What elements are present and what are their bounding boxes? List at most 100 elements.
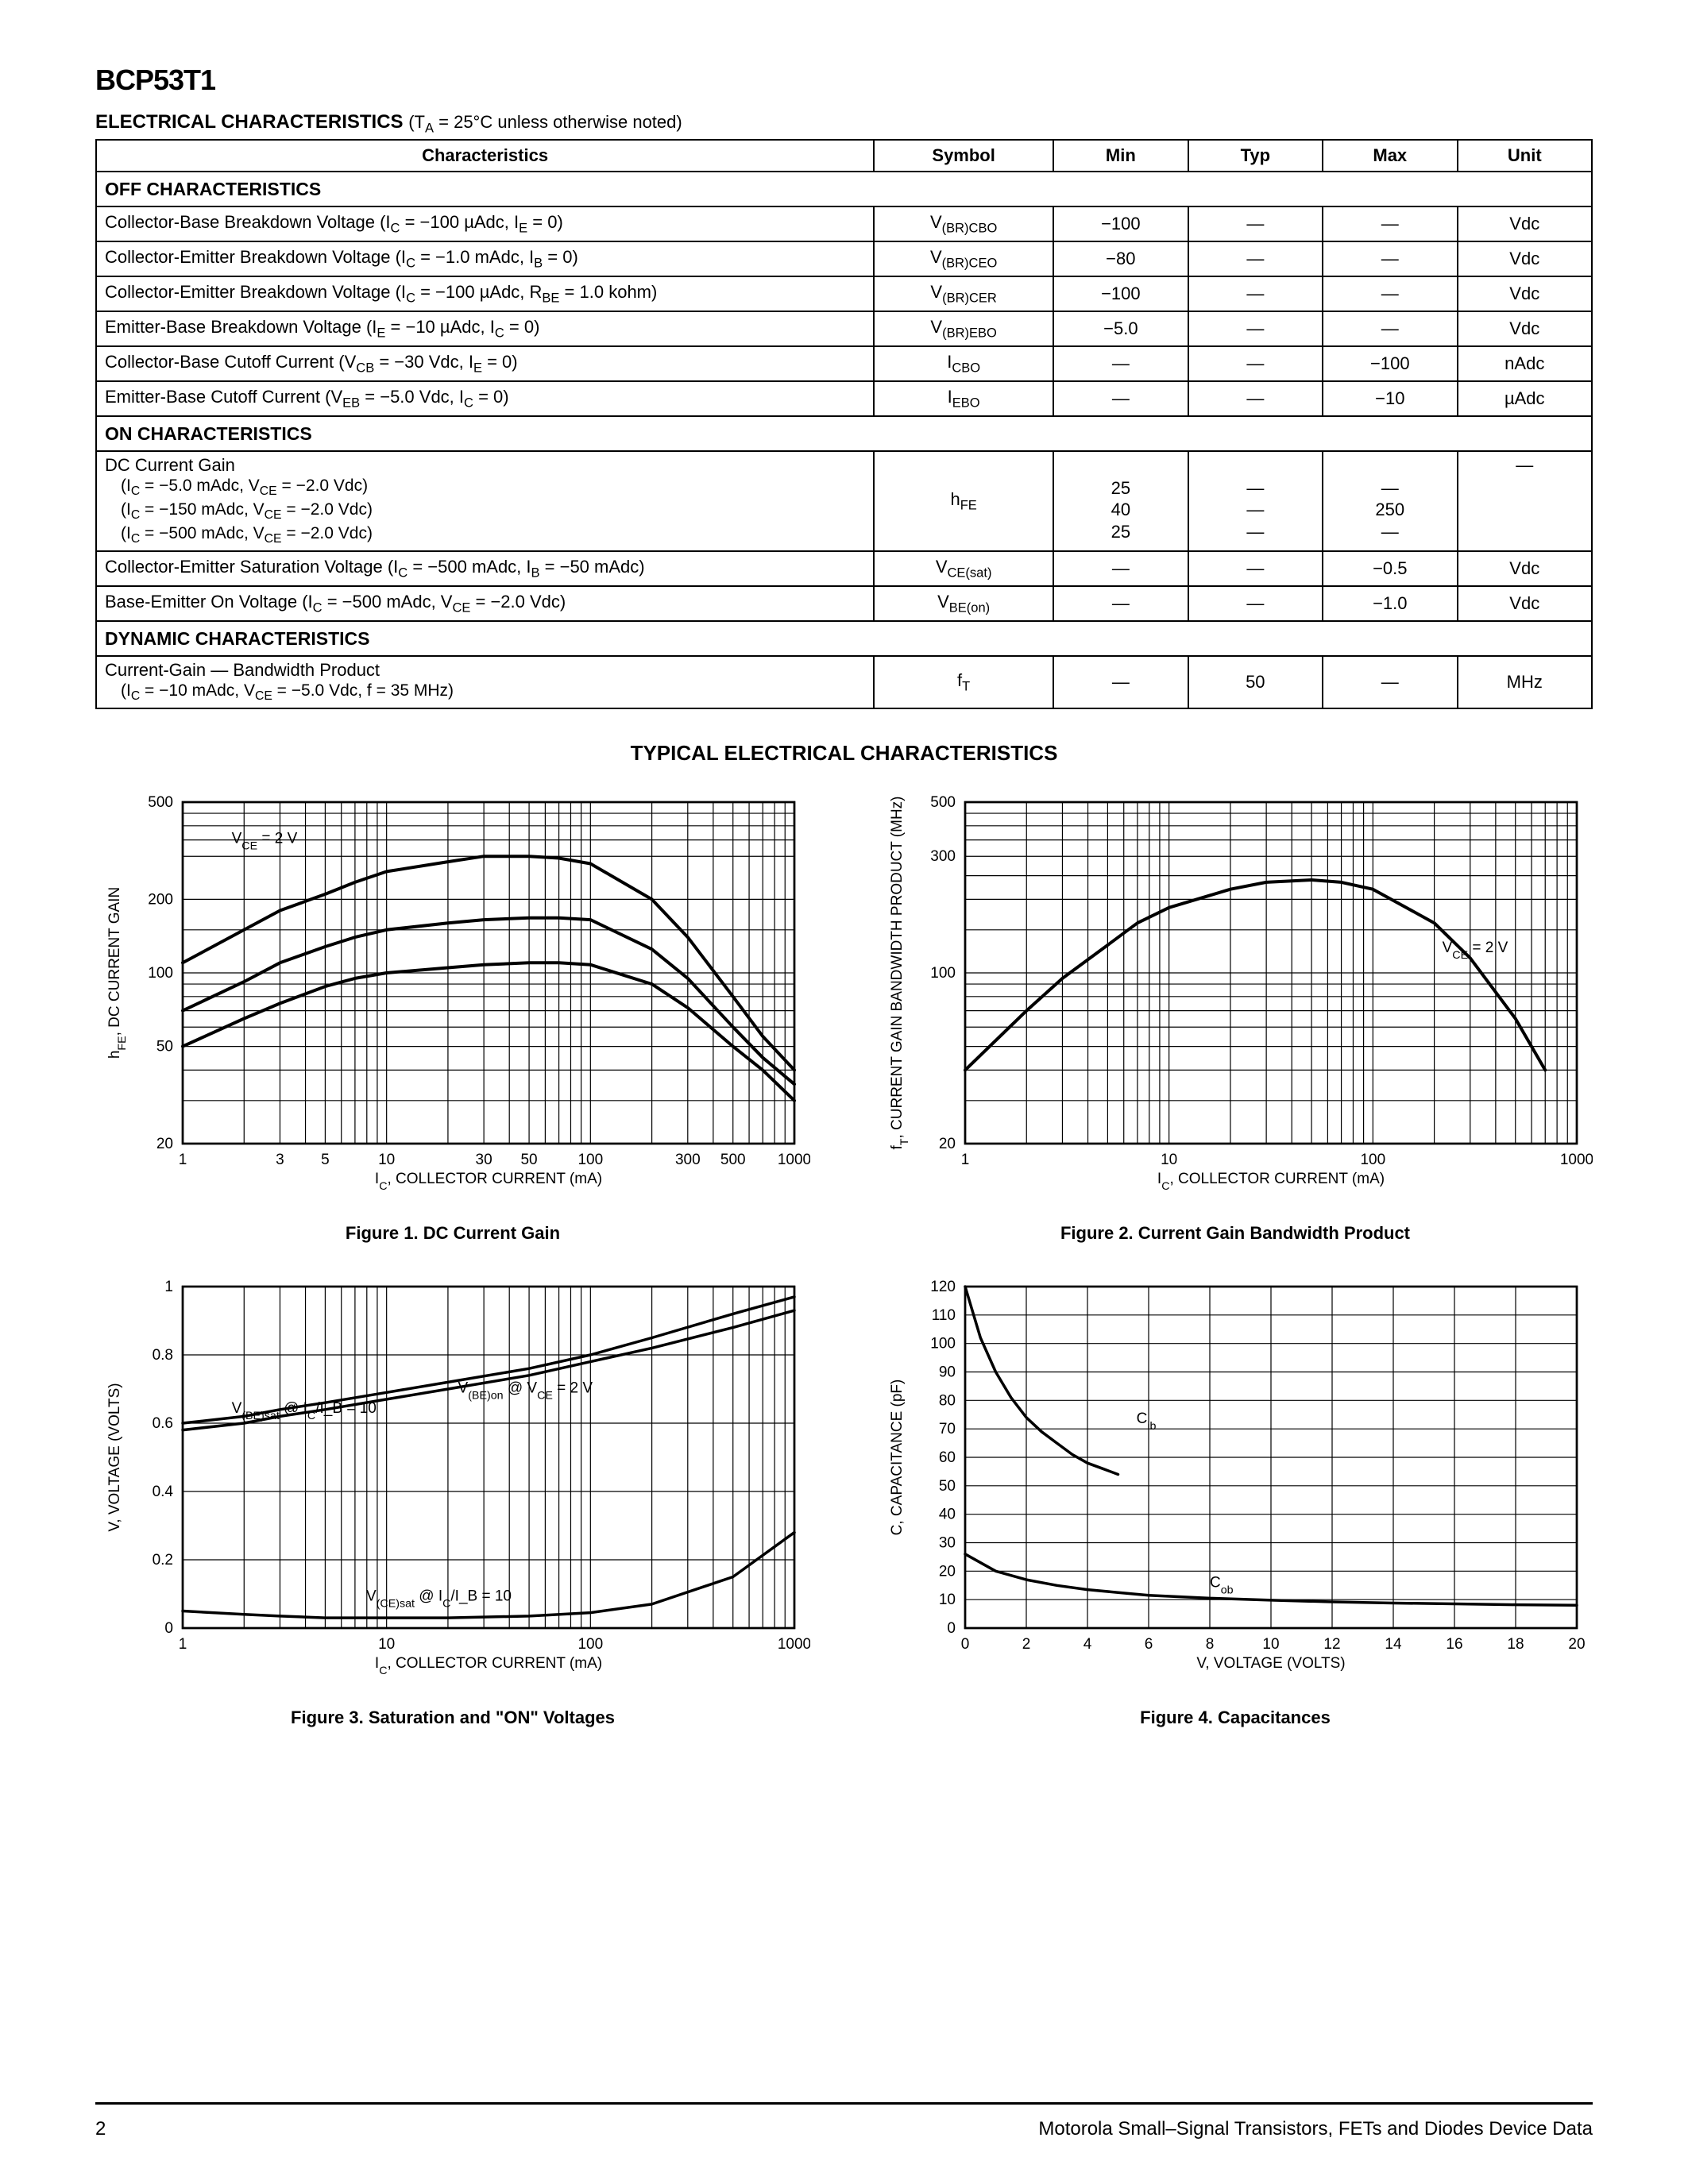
characteristic-cell: Collector-Emitter Breakdown Voltage (IC … bbox=[96, 276, 874, 311]
chart-1: 13510305010030050010002050100200500IC, C… bbox=[95, 786, 810, 1244]
characteristic-cell: Current-Gain — Bandwidth Product(IC = −1… bbox=[96, 656, 874, 708]
table-header: Characteristics bbox=[96, 140, 874, 172]
symbol-cell: hFE bbox=[874, 451, 1053, 551]
table-row: Collector-Emitter Saturation Voltage (IC… bbox=[96, 551, 1592, 586]
svg-text:300: 300 bbox=[930, 848, 956, 865]
fig1-caption: Figure 1. DC Current Gain bbox=[95, 1223, 810, 1244]
unit-cell: Vdc bbox=[1458, 551, 1592, 586]
svg-text:20: 20 bbox=[156, 1136, 173, 1152]
unit-cell: — bbox=[1458, 451, 1592, 551]
unit-cell: nAdc bbox=[1458, 346, 1592, 381]
chart-2: 110100100020100300500IC, COLLECTOR CURRE… bbox=[878, 786, 1593, 1244]
svg-text:fT, CURRENT GAIN BANDWIDTH PRO: fT, CURRENT GAIN BANDWIDTH PRODUCT (MHz) bbox=[889, 796, 911, 1149]
min-cell: −80 bbox=[1053, 241, 1188, 276]
svg-text:1: 1 bbox=[179, 1152, 187, 1168]
min-cell: — bbox=[1053, 586, 1188, 621]
fig4-caption: Figure 4. Capacitances bbox=[878, 1707, 1593, 1728]
symbol-cell: VCE(sat) bbox=[874, 551, 1053, 586]
svg-text:5: 5 bbox=[321, 1152, 330, 1168]
charts-row-1: 13510305010030050010002050100200500IC, C… bbox=[95, 786, 1593, 1244]
svg-text:10: 10 bbox=[1262, 1636, 1279, 1653]
table-subhead: ON CHARACTERISTICS bbox=[96, 416, 1592, 451]
fig2-caption: Figure 2. Current Gain Bandwidth Product bbox=[878, 1223, 1593, 1244]
min-cell: — bbox=[1053, 346, 1188, 381]
footer-text: Motorola Small–Signal Transistors, FETs … bbox=[1038, 2118, 1593, 2140]
svg-text:16: 16 bbox=[1446, 1636, 1462, 1653]
svg-text:50: 50 bbox=[939, 1478, 956, 1495]
svg-text:40: 40 bbox=[939, 1507, 956, 1523]
svg-text:500: 500 bbox=[930, 794, 956, 811]
svg-text:IC, COLLECTOR CURRENT (mA): IC, COLLECTOR CURRENT (mA) bbox=[1157, 1171, 1385, 1193]
table-row: Collector-Base Cutoff Current (VCB = −30… bbox=[96, 346, 1592, 381]
characteristic-cell: Emitter-Base Cutoff Current (VEB = −5.0 … bbox=[96, 381, 874, 416]
svg-text:0.4: 0.4 bbox=[153, 1484, 174, 1500]
svg-text:90: 90 bbox=[939, 1364, 956, 1380]
svg-text:12: 12 bbox=[1323, 1636, 1340, 1653]
chart-3: 110100100000.20.40.60.81V(BE)sat @ IC/I_… bbox=[95, 1271, 810, 1728]
symbol-cell: fT bbox=[874, 656, 1053, 708]
svg-text:50: 50 bbox=[520, 1152, 537, 1168]
svg-text:14: 14 bbox=[1385, 1636, 1402, 1653]
page-number: 2 bbox=[95, 2118, 106, 2140]
svg-text:0.2: 0.2 bbox=[153, 1552, 173, 1569]
svg-text:50: 50 bbox=[156, 1038, 173, 1055]
unit-cell: Vdc bbox=[1458, 311, 1592, 346]
table-header: Symbol bbox=[874, 140, 1053, 172]
unit-cell: Vdc bbox=[1458, 241, 1592, 276]
svg-text:V(CE)sat @ IC/I_B = 10: V(CE)sat @ IC/I_B = 10 bbox=[366, 1588, 512, 1610]
svg-text:30: 30 bbox=[939, 1534, 956, 1551]
symbol-cell: V(BR)CBO bbox=[874, 206, 1053, 241]
symbol-cell: VBE(on) bbox=[874, 586, 1053, 621]
svg-text:10: 10 bbox=[378, 1636, 395, 1653]
svg-text:100: 100 bbox=[930, 965, 956, 982]
characteristic-cell: Base-Emitter On Voltage (IC = −500 mAdc,… bbox=[96, 586, 874, 621]
svg-text:80: 80 bbox=[939, 1392, 956, 1409]
svg-text:VCE = 2 V: VCE = 2 V bbox=[1443, 940, 1508, 962]
svg-text:200: 200 bbox=[148, 891, 173, 908]
typ-cell: — bbox=[1188, 551, 1323, 586]
svg-text:1000: 1000 bbox=[778, 1152, 810, 1168]
svg-text:18: 18 bbox=[1507, 1636, 1524, 1653]
table-row: Collector-Emitter Breakdown Voltage (IC … bbox=[96, 241, 1592, 276]
min-cell: — bbox=[1053, 656, 1188, 708]
unit-cell: Vdc bbox=[1458, 276, 1592, 311]
svg-text:6: 6 bbox=[1145, 1636, 1153, 1653]
max-cell: −10 bbox=[1323, 381, 1457, 416]
unit-cell: Vdc bbox=[1458, 586, 1592, 621]
svg-text:1000: 1000 bbox=[1560, 1152, 1593, 1168]
min-cell: −5.0 bbox=[1053, 311, 1188, 346]
table-subhead: DYNAMIC CHARACTERISTICS bbox=[96, 621, 1592, 656]
typ-cell: — bbox=[1188, 276, 1323, 311]
svg-text:60: 60 bbox=[939, 1449, 956, 1466]
characteristic-cell: Emitter-Base Breakdown Voltage (IE = −10… bbox=[96, 311, 874, 346]
unit-cell: MHz bbox=[1458, 656, 1592, 708]
svg-text:V, VOLTAGE (VOLTS): V, VOLTAGE (VOLTS) bbox=[1196, 1655, 1345, 1672]
max-cell: — bbox=[1323, 311, 1457, 346]
min-cell: 254025 bbox=[1053, 451, 1188, 551]
chart-4: 0246810121416182001020304050607080901001… bbox=[878, 1271, 1593, 1728]
symbol-cell: V(BR)EBO bbox=[874, 311, 1053, 346]
typ-cell: — bbox=[1188, 241, 1323, 276]
svg-text:110: 110 bbox=[932, 1307, 956, 1324]
svg-text:100: 100 bbox=[148, 965, 173, 982]
part-number: BCP53T1 bbox=[95, 64, 1593, 97]
svg-text:VCE = 2 V: VCE = 2 V bbox=[232, 830, 298, 852]
characteristic-cell: Collector-Emitter Saturation Voltage (IC… bbox=[96, 551, 874, 586]
min-cell: −100 bbox=[1053, 206, 1188, 241]
typical-title: TYPICAL ELECTRICAL CHARACTERISTICS bbox=[95, 741, 1593, 766]
min-cell: — bbox=[1053, 551, 1188, 586]
svg-text:100: 100 bbox=[930, 1336, 956, 1352]
characteristic-cell: Collector-Base Cutoff Current (VCB = −30… bbox=[96, 346, 874, 381]
svg-text:0.6: 0.6 bbox=[153, 1415, 173, 1432]
table-row: Collector-Base Breakdown Voltage (IC = −… bbox=[96, 206, 1592, 241]
typ-cell: — bbox=[1188, 381, 1323, 416]
table-header: Unit bbox=[1458, 140, 1592, 172]
svg-text:10: 10 bbox=[1161, 1152, 1177, 1168]
svg-text:4: 4 bbox=[1083, 1636, 1092, 1653]
svg-text:1: 1 bbox=[164, 1279, 173, 1295]
svg-text:100: 100 bbox=[577, 1152, 603, 1168]
max-cell: −100 bbox=[1323, 346, 1457, 381]
svg-text:30: 30 bbox=[476, 1152, 492, 1168]
charts-row-2: 110100100000.20.40.60.81V(BE)sat @ IC/I_… bbox=[95, 1271, 1593, 1728]
max-cell: −1.0 bbox=[1323, 586, 1457, 621]
